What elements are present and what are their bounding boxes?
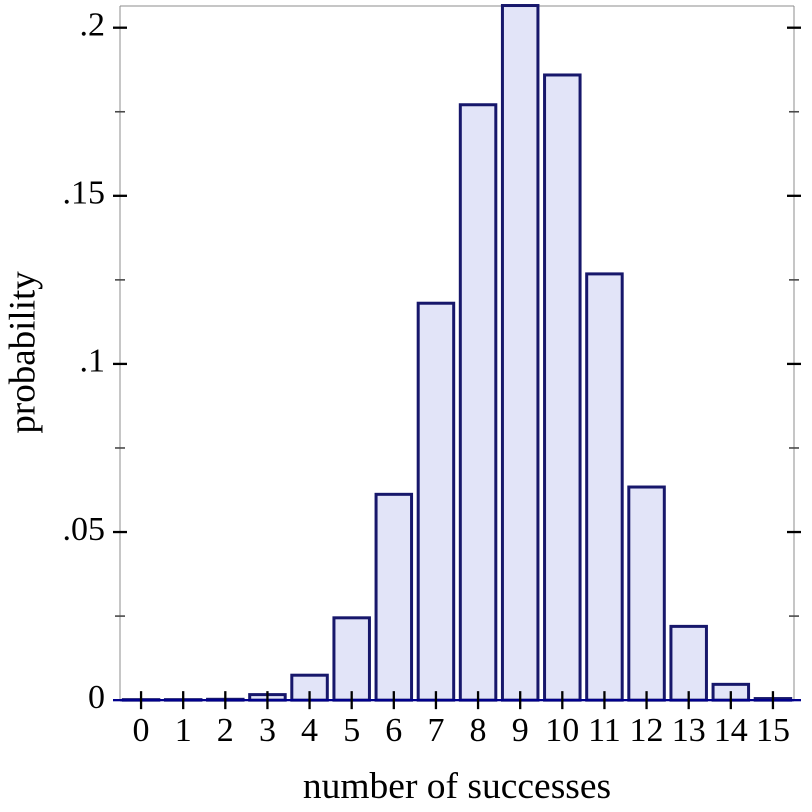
svg-text:3: 3 [259, 712, 276, 749]
svg-text:.15: .15 [63, 175, 106, 212]
svg-text:.1: .1 [80, 343, 106, 380]
svg-text:6: 6 [385, 712, 402, 749]
svg-text:number of successes: number of successes [303, 766, 611, 807]
svg-text:0: 0 [133, 712, 150, 749]
svg-text:10: 10 [545, 712, 579, 749]
svg-text:2: 2 [217, 712, 234, 749]
svg-text:14: 14 [714, 712, 748, 749]
svg-text:11: 11 [588, 712, 621, 749]
svg-text:0: 0 [88, 679, 105, 716]
svg-text:.05: .05 [63, 511, 106, 548]
svg-text:13: 13 [672, 712, 706, 749]
svg-text:4: 4 [301, 712, 318, 749]
svg-text:8: 8 [470, 712, 487, 749]
svg-text:probability: probability [2, 271, 43, 434]
svg-text:12: 12 [630, 712, 664, 749]
svg-text:7: 7 [427, 712, 444, 749]
svg-text:1: 1 [175, 712, 192, 749]
svg-text:.2: .2 [80, 6, 106, 43]
svg-text:15: 15 [756, 712, 790, 749]
svg-text:9: 9 [512, 712, 529, 749]
svg-text:5: 5 [343, 712, 360, 749]
